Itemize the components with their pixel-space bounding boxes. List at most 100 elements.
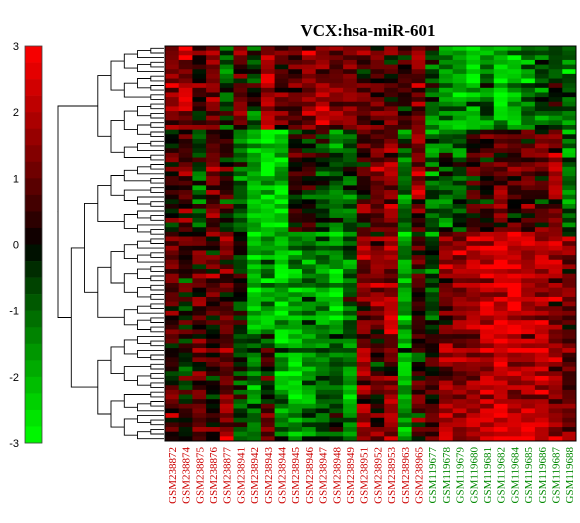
heatmap-cell — [192, 190, 207, 196]
heatmap-cell — [370, 343, 385, 349]
heatmap-cell — [384, 273, 399, 279]
heatmap-cell — [507, 213, 522, 219]
heatmap-cell — [178, 287, 193, 293]
heatmap-cell — [562, 334, 577, 340]
heatmap-cell — [274, 389, 289, 395]
heatmap-cell — [302, 301, 317, 307]
heatmap-cell — [493, 217, 508, 223]
heatmap-cell — [397, 436, 412, 442]
dendrogram-branch — [137, 224, 164, 233]
heatmap-cell — [356, 190, 371, 196]
heatmap-cell — [233, 97, 248, 103]
heatmap-cell — [219, 217, 234, 223]
heatmap-cell — [165, 120, 180, 126]
heatmap-cell — [411, 69, 426, 75]
heatmap-cell — [397, 222, 412, 228]
heatmap-cell — [274, 334, 289, 340]
heatmap-cell — [439, 176, 454, 182]
heatmap-cell — [343, 78, 358, 84]
heatmap-cell — [343, 375, 358, 381]
heatmap-cell — [521, 283, 536, 289]
heatmap-cell — [534, 180, 549, 186]
heatmap-cell — [219, 46, 234, 52]
heatmap-cell — [288, 69, 303, 75]
heatmap-cell — [493, 348, 508, 354]
heatmap-cell — [288, 403, 303, 409]
heatmap-cell — [548, 389, 563, 395]
heatmap-cell — [206, 106, 221, 112]
heatmap-cell — [439, 389, 454, 395]
heatmap-cell — [192, 101, 207, 107]
heatmap-cell — [192, 394, 207, 400]
heatmap-cell — [425, 283, 440, 289]
heatmap-cell — [411, 250, 426, 256]
heatmap-cell — [507, 241, 522, 247]
heatmap-cell — [411, 125, 426, 131]
heatmap-cell — [288, 283, 303, 289]
heatmap-cell — [411, 292, 426, 298]
heatmap-cell — [521, 213, 536, 219]
dendrogram-branch — [150, 326, 164, 333]
dendrogram-branch — [110, 400, 125, 428]
heatmap-cell — [356, 264, 371, 270]
heatmap-cell — [466, 162, 481, 168]
heatmap-cell — [411, 166, 426, 172]
heatmap-cell — [329, 194, 344, 200]
heatmap-cell — [247, 176, 262, 182]
heatmap-cell — [452, 50, 467, 56]
heatmap-cell — [480, 394, 495, 400]
heatmap-cell — [480, 111, 495, 117]
heatmap-cell — [548, 208, 563, 214]
heatmap-cell — [534, 357, 549, 363]
heatmap-cell — [493, 343, 508, 349]
heatmap-cell — [192, 301, 207, 307]
heatmap-cell — [247, 55, 262, 61]
heatmap-cell — [562, 436, 577, 442]
heatmap-cell — [439, 334, 454, 340]
heatmap-cell — [507, 283, 522, 289]
heatmap-cell — [507, 157, 522, 163]
heatmap-cell — [315, 380, 330, 386]
heatmap-cell — [206, 399, 221, 405]
heatmap-cell — [397, 134, 412, 140]
heatmap-cell — [178, 389, 193, 395]
heatmap-cell — [439, 352, 454, 358]
heatmap-cell — [370, 176, 385, 182]
heatmap-cell — [165, 204, 180, 210]
heatmap-cell — [480, 264, 495, 270]
heatmap-cell — [219, 273, 234, 279]
heatmap-cell — [302, 64, 317, 70]
heatmap-cell — [219, 92, 234, 98]
heatmap-cell — [466, 50, 481, 56]
heatmap-cell — [260, 143, 275, 149]
heatmap-cell — [562, 152, 577, 158]
heatmap-cell — [521, 176, 536, 182]
heatmap-cell — [343, 199, 358, 205]
heatmap-cell — [356, 324, 371, 330]
heatmap-cell — [480, 199, 495, 205]
heatmap-cell — [411, 324, 426, 330]
heatmap-cell — [466, 185, 481, 191]
heatmap-cell — [274, 101, 289, 107]
heatmap-cell — [493, 338, 508, 344]
heatmap-cell — [425, 78, 440, 84]
heatmap-cell — [548, 236, 563, 242]
heatmap-cell — [521, 422, 536, 428]
heatmap-cell — [343, 97, 358, 103]
heatmap-cell — [274, 213, 289, 219]
heatmap-cell — [534, 208, 549, 214]
heatmap-cell — [548, 380, 563, 386]
heatmap-cell — [384, 278, 399, 284]
heatmap-cell — [206, 334, 221, 340]
heatmap-cell — [480, 138, 495, 144]
heatmap-cell — [370, 287, 385, 293]
heatmap-cell — [288, 180, 303, 186]
column-label: GSM238941 — [235, 447, 247, 504]
heatmap-cell — [507, 106, 522, 112]
heatmap-cell — [411, 171, 426, 177]
heatmap-cell — [397, 227, 412, 233]
heatmap-cell — [233, 269, 248, 275]
heatmap-cell — [370, 250, 385, 256]
heatmap-cell — [548, 422, 563, 428]
heatmap-cell — [178, 380, 193, 386]
